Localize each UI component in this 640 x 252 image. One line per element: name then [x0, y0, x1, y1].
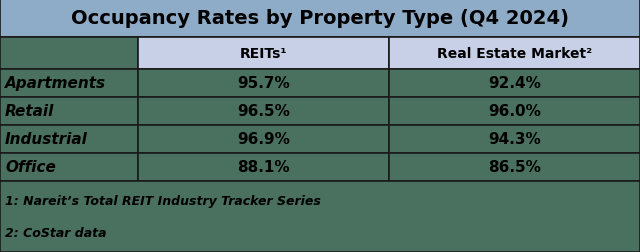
Bar — [0, 153, 138, 181]
Bar — [138, 70, 389, 98]
Text: REITs¹: REITs¹ — [239, 47, 287, 61]
Text: 1: Nareit’s Total REIT Industry Tracker Series: 1: Nareit’s Total REIT Industry Tracker … — [5, 195, 321, 208]
Text: 92.4%: 92.4% — [488, 76, 541, 91]
Text: Occupancy Rates by Property Type (Q4 2024): Occupancy Rates by Property Type (Q4 202… — [71, 10, 569, 28]
Bar — [0, 98, 138, 125]
Text: Retail: Retail — [5, 104, 54, 119]
Bar — [138, 38, 389, 70]
Text: Office: Office — [5, 160, 56, 175]
Text: Industrial: Industrial — [5, 132, 88, 147]
Bar — [0, 38, 138, 70]
Bar — [0, 0, 640, 38]
Text: 2: CoStar data: 2: CoStar data — [5, 226, 107, 239]
Bar — [138, 98, 389, 125]
Bar — [0, 181, 640, 252]
Text: Apartments: Apartments — [5, 76, 106, 91]
Text: 96.9%: 96.9% — [237, 132, 290, 147]
Bar — [389, 98, 640, 125]
Bar — [389, 38, 640, 70]
Bar — [389, 125, 640, 153]
Bar — [138, 153, 389, 181]
Bar — [0, 125, 138, 153]
Text: 94.3%: 94.3% — [488, 132, 541, 147]
Text: 96.5%: 96.5% — [237, 104, 290, 119]
Text: 96.0%: 96.0% — [488, 104, 541, 119]
Text: 86.5%: 86.5% — [488, 160, 541, 175]
Bar — [389, 153, 640, 181]
Bar — [0, 70, 138, 98]
Bar — [138, 125, 389, 153]
Text: Real Estate Market²: Real Estate Market² — [437, 47, 592, 61]
Bar — [389, 70, 640, 98]
Text: 88.1%: 88.1% — [237, 160, 289, 175]
Text: 95.7%: 95.7% — [237, 76, 289, 91]
